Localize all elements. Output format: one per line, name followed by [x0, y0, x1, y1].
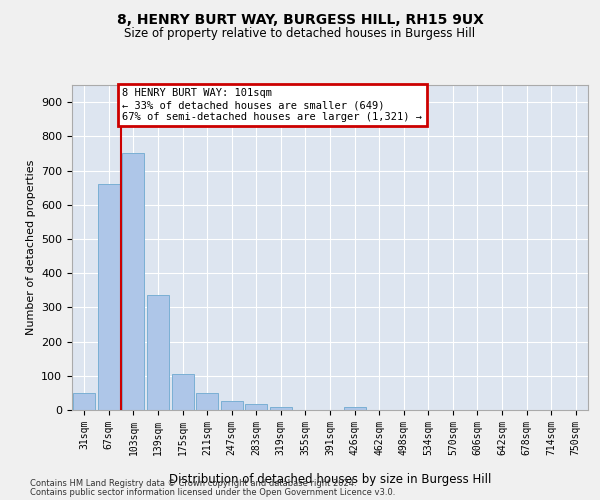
- Bar: [221, 402, 243, 410]
- Bar: [73, 393, 95, 410]
- Text: Contains HM Land Registry data © Crown copyright and database right 2024.: Contains HM Land Registry data © Crown c…: [30, 479, 356, 488]
- Text: Distribution of detached houses by size in Burgess Hill: Distribution of detached houses by size …: [169, 474, 491, 486]
- Bar: [147, 296, 169, 410]
- Bar: [245, 404, 268, 410]
- Text: Contains public sector information licensed under the Open Government Licence v3: Contains public sector information licen…: [30, 488, 395, 497]
- Text: 8 HENRY BURT WAY: 101sqm
← 33% of detached houses are smaller (649)
67% of semi-: 8 HENRY BURT WAY: 101sqm ← 33% of detach…: [122, 88, 422, 122]
- Y-axis label: Number of detached properties: Number of detached properties: [26, 160, 35, 335]
- Text: Size of property relative to detached houses in Burgess Hill: Size of property relative to detached ho…: [124, 28, 476, 40]
- Text: 8, HENRY BURT WAY, BURGESS HILL, RH15 9UX: 8, HENRY BURT WAY, BURGESS HILL, RH15 9U…: [116, 12, 484, 26]
- Bar: [122, 154, 145, 410]
- Bar: [196, 393, 218, 410]
- Bar: [344, 406, 365, 410]
- Bar: [270, 406, 292, 410]
- Bar: [172, 374, 194, 410]
- Bar: [98, 184, 120, 410]
